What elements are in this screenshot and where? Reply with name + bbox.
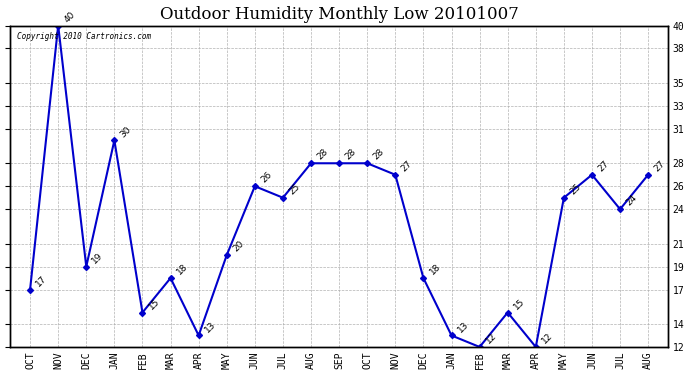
Text: 19: 19 xyxy=(90,251,105,265)
Text: 20: 20 xyxy=(231,239,246,254)
Text: 13: 13 xyxy=(203,320,217,334)
Text: 18: 18 xyxy=(428,262,442,277)
Text: 25: 25 xyxy=(287,182,302,196)
Text: 27: 27 xyxy=(596,159,611,173)
Text: 17: 17 xyxy=(34,274,49,288)
Text: 18: 18 xyxy=(175,262,189,277)
Text: 30: 30 xyxy=(119,124,133,139)
Text: 12: 12 xyxy=(540,331,554,346)
Text: Copyright 2010 Cartronics.com: Copyright 2010 Cartronics.com xyxy=(17,32,151,41)
Text: 28: 28 xyxy=(315,147,330,162)
Text: 26: 26 xyxy=(259,170,273,185)
Text: 15: 15 xyxy=(147,297,161,311)
Text: 40: 40 xyxy=(62,10,77,24)
Text: 28: 28 xyxy=(371,147,386,162)
Text: 25: 25 xyxy=(568,182,582,196)
Text: 12: 12 xyxy=(484,331,498,346)
Text: 27: 27 xyxy=(652,159,667,173)
Title: Outdoor Humidity Monthly Low 20101007: Outdoor Humidity Monthly Low 20101007 xyxy=(159,6,519,22)
Text: 28: 28 xyxy=(344,147,357,162)
Text: 27: 27 xyxy=(400,159,414,173)
Text: 24: 24 xyxy=(624,194,638,208)
Text: 15: 15 xyxy=(512,297,526,311)
Text: 13: 13 xyxy=(455,320,470,334)
